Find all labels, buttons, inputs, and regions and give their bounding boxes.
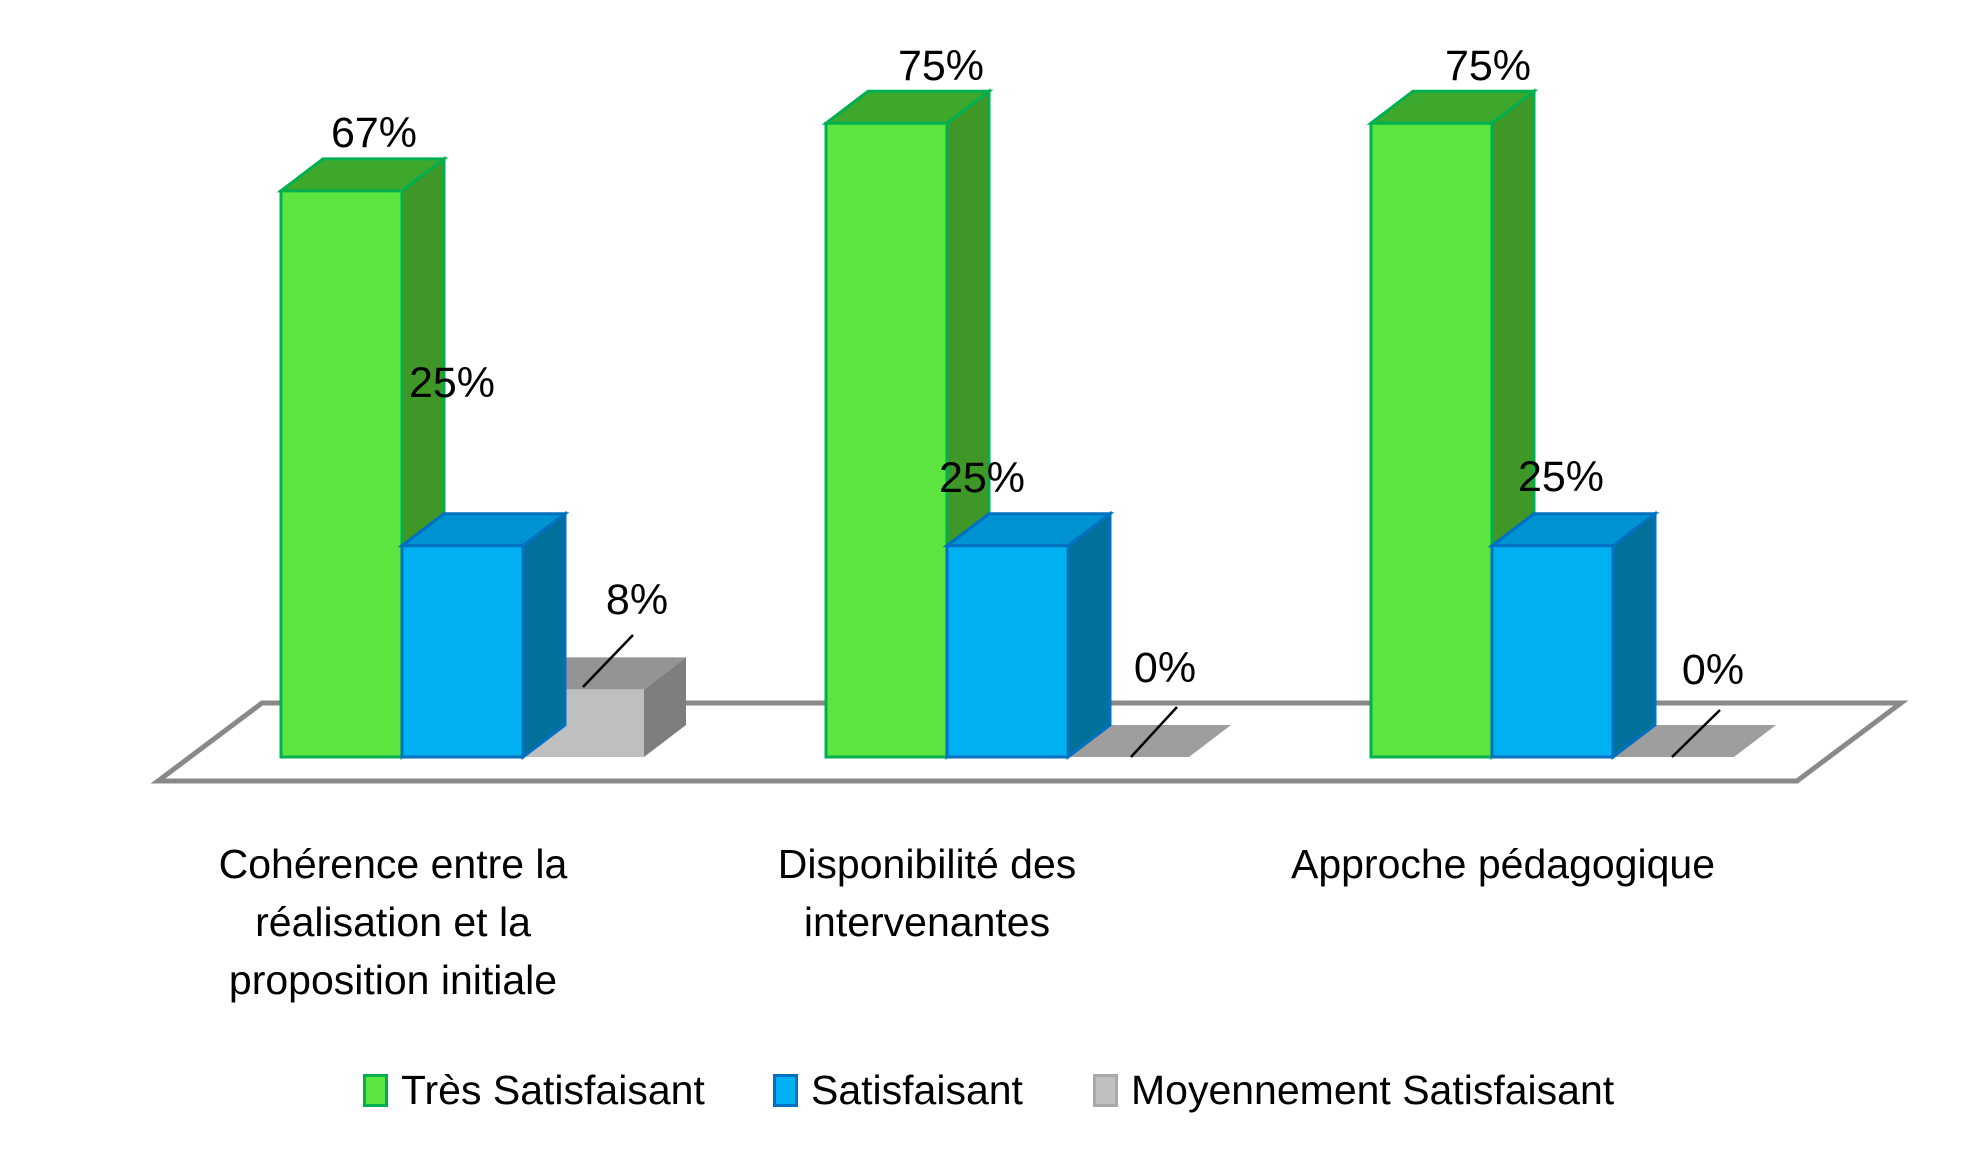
legend-item-moyennement-satisfaisant: Moyennement Satisfaisant bbox=[1093, 1066, 1614, 1114]
value-label-tres-satisfaisant-c3: 75% bbox=[1445, 42, 1531, 90]
bar-zero-footprint-moyennement-satisfaisant-c3 bbox=[1613, 725, 1776, 757]
bar-tres-satisfaisant-c2 bbox=[824, 121, 949, 759]
bar-satisfaisant-c1 bbox=[400, 544, 525, 759]
category-label-c1-line2: réalisation et la bbox=[255, 899, 531, 945]
category-label-c2-line2: intervenantes bbox=[804, 899, 1050, 945]
bar-satisfaisant-c2 bbox=[945, 544, 1070, 759]
value-label-satisfaisant-c2: 25% bbox=[939, 454, 1025, 502]
bar-zero-footprint-moyennement-satisfaisant-c2 bbox=[1068, 725, 1231, 757]
bar-side-satisfaisant-c1 bbox=[521, 510, 567, 761]
category-label-c1-line1: Cohérence entre la bbox=[219, 841, 568, 887]
category-label-c2-line1: Disponibilité des bbox=[778, 841, 1077, 887]
legend-swatch-moyennement-satisfaisant-icon bbox=[1093, 1073, 1118, 1107]
legend-label-satisfaisant: Satisfaisant bbox=[811, 1066, 1023, 1113]
category-label-c3-line1: Approche pédagogique bbox=[1291, 841, 1715, 887]
legend-swatch-tres-satisfaisant-icon bbox=[363, 1073, 388, 1107]
value-label-moyennement-satisfaisant-c2: 0% bbox=[1134, 644, 1196, 692]
chart-floor bbox=[150, 700, 1909, 784]
value-label-tres-satisfaisant-c2: 75% bbox=[898, 42, 984, 90]
value-label-satisfaisant-c1: 25% bbox=[409, 359, 495, 407]
value-label-tres-satisfaisant-c1: 67% bbox=[331, 109, 417, 157]
bar-side-moyennement-satisfaisant-c1 bbox=[644, 657, 686, 757]
legend-swatch-satisfaisant-icon bbox=[773, 1073, 798, 1107]
bar-side-satisfaisant-c2 bbox=[1066, 510, 1112, 761]
value-label-moyennement-satisfaisant-c3: 0% bbox=[1682, 646, 1744, 694]
leader-line-moyennement-satisfaisant-c3 bbox=[1671, 709, 1721, 758]
legend-item-satisfaisant: Satisfaisant bbox=[773, 1066, 1023, 1114]
value-label-satisfaisant-c3: 25% bbox=[1518, 453, 1604, 501]
leader-line-moyennement-satisfaisant-c2 bbox=[1130, 706, 1178, 758]
bar-satisfaisant-c3 bbox=[1490, 544, 1615, 759]
category-label-c1-line3: proposition initiale bbox=[229, 957, 557, 1003]
bar-tres-satisfaisant-c1 bbox=[279, 189, 404, 759]
legend-label-moyennement-satisfaisant: Moyennement Satisfaisant bbox=[1131, 1066, 1615, 1113]
value-label-moyennement-satisfaisant-c1: 8% bbox=[606, 576, 668, 624]
legend-label-tres-satisfaisant: Très Satisfaisant bbox=[401, 1066, 705, 1113]
bar-side-satisfaisant-c3 bbox=[1611, 510, 1657, 761]
bar-tres-satisfaisant-c3 bbox=[1369, 121, 1494, 759]
legend-item-tres-satisfaisant: Très Satisfaisant bbox=[363, 1066, 705, 1114]
leader-line-moyennement-satisfaisant-c1 bbox=[582, 634, 634, 688]
